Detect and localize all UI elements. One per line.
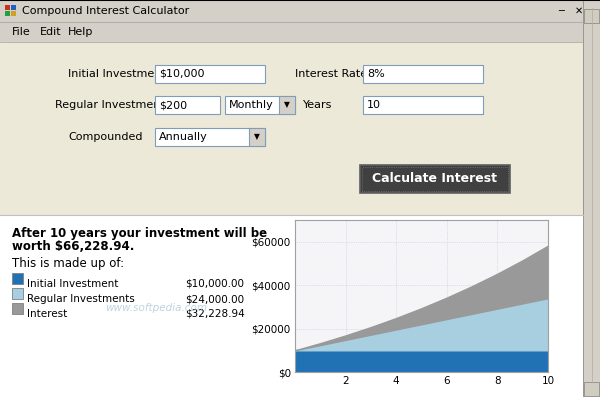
Text: Calculate Interest: Calculate Interest — [373, 173, 497, 185]
Text: Monthly: Monthly — [229, 100, 274, 110]
Bar — [5, 5, 10, 10]
Text: $32,228.94: $32,228.94 — [185, 309, 245, 319]
Bar — [584, 9, 599, 23]
Text: 8%: 8% — [367, 69, 385, 79]
Bar — [583, 0, 600, 397]
Text: File: File — [12, 27, 31, 37]
Bar — [11, 11, 16, 16]
Bar — [362, 167, 508, 191]
Text: ▼: ▼ — [284, 100, 290, 110]
Text: 10: 10 — [367, 100, 381, 110]
Text: Initial Investment: Initial Investment — [27, 279, 118, 289]
Text: worth $66,228.94.: worth $66,228.94. — [12, 241, 134, 254]
Bar — [360, 165, 510, 193]
Text: Annually: Annually — [159, 132, 208, 142]
Bar — [12, 288, 23, 299]
Bar — [363, 65, 483, 83]
Bar — [584, 382, 599, 396]
Bar — [249, 128, 265, 146]
Bar — [155, 96, 220, 114]
Bar — [155, 65, 265, 83]
Bar — [5, 11, 10, 16]
Text: Regular Investment: Regular Investment — [55, 100, 165, 110]
Text: www.softpedia.com: www.softpedia.com — [105, 303, 207, 313]
Bar — [12, 303, 23, 314]
Text: $24,000.00: $24,000.00 — [185, 294, 244, 304]
Text: ✕: ✕ — [575, 6, 583, 16]
Bar — [0, 22, 583, 42]
Text: ▼: ▼ — [254, 133, 260, 141]
Text: $10,000.00: $10,000.00 — [185, 279, 244, 289]
Text: After 10 years your investment will be: After 10 years your investment will be — [12, 227, 267, 239]
Text: Initial Investment: Initial Investment — [68, 69, 166, 79]
Text: Compounded: Compounded — [68, 132, 143, 142]
Bar — [0, 42, 583, 397]
Text: Edit: Edit — [40, 27, 62, 37]
Bar — [0, 0, 600, 22]
Bar — [11, 5, 16, 10]
Bar — [12, 273, 23, 284]
Text: This is made up of:: This is made up of: — [12, 256, 124, 270]
Text: $200: $200 — [159, 100, 187, 110]
Text: Help: Help — [68, 27, 94, 37]
Bar — [0, 42, 583, 215]
Bar — [279, 96, 295, 114]
Text: Interest Rate: Interest Rate — [295, 69, 367, 79]
Text: Years: Years — [303, 100, 332, 110]
Text: $10,000: $10,000 — [159, 69, 205, 79]
Bar — [363, 96, 483, 114]
Bar — [225, 96, 295, 114]
Bar — [155, 128, 265, 146]
Text: Compound Interest Calculator: Compound Interest Calculator — [22, 6, 189, 16]
Text: Interest: Interest — [27, 309, 67, 319]
Text: Regular Investments: Regular Investments — [27, 294, 135, 304]
Text: ─: ─ — [558, 6, 564, 16]
